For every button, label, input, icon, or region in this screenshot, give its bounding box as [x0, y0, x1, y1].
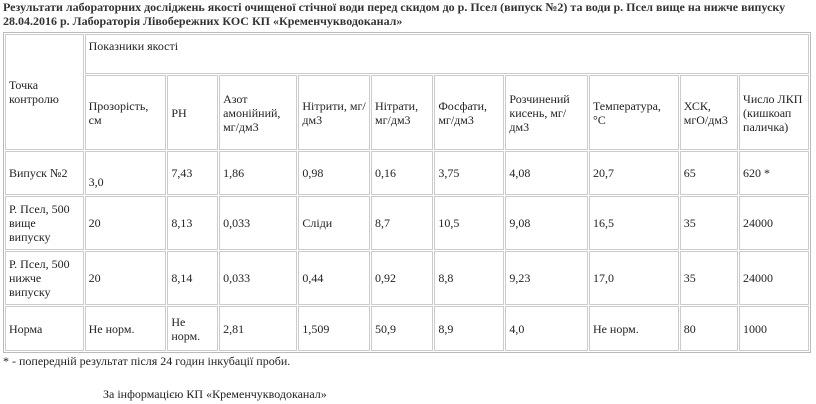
data-row: Р. Псел, 500 нижче випуску 20 8,14 0,033 0,4… [5, 251, 809, 305]
row-label: Випуск №2 [5, 151, 84, 195]
cell: 20 [84, 196, 167, 250]
column-header: Азот амонійний, мг/дм3 [219, 75, 298, 150]
group-header: Показники якості [84, 34, 809, 74]
title: Результати лабораторних досліджень якост… [3, 0, 786, 28]
header-row: Точка контролю Показники якості [5, 34, 809, 150]
cell: 1,86 [219, 151, 298, 195]
cell: Не норм. [167, 306, 219, 351]
cell: 0,033 [219, 196, 298, 250]
row-label: Р. Псел, 500 вище випуску [5, 196, 84, 250]
cell: 8,13 [167, 196, 219, 250]
cell: 16,5 [588, 196, 679, 250]
column-header: Прозорість, см [84, 75, 167, 150]
cell: 10,5 [434, 196, 505, 250]
cell: 24000 [739, 251, 809, 305]
data-table: Точка контролю Показники якості Прозорість… [3, 32, 811, 353]
column-header: ХСК, мгО/дм3 [679, 75, 739, 150]
source: За інформацією КП «Кременчукводоканал» [103, 387, 327, 401]
cell: 0,44 [298, 251, 370, 305]
cell: Не норм. [84, 306, 167, 351]
data-row: Р. Псел, 500 вище випуску 20 8,13 0,033 Слід… [5, 196, 809, 250]
column-header: PH [167, 75, 219, 150]
cell: 1,509 [298, 306, 370, 351]
cell: 65 [679, 151, 739, 195]
cell: 7,43 [167, 151, 219, 195]
cell: 8,14 [167, 251, 219, 305]
row-label: Норма [5, 306, 84, 351]
cell: 8,9 [434, 306, 505, 351]
cell: 3,0 [84, 151, 167, 195]
column-header: Нітрати, мг/дм3 [371, 75, 434, 150]
cell: 35 [679, 251, 739, 305]
column-header: Число ЛКП (кишкоап паличка) [739, 75, 809, 150]
cell: 4,08 [505, 151, 588, 195]
column-header: Температура, °С [588, 75, 679, 150]
row-label: Р. Псел, 500 нижче випуску [5, 251, 84, 305]
table-body: Точка контролю Показники якості Прозорість… [5, 34, 809, 351]
cell: 0,16 [371, 151, 434, 195]
cell: 35 [679, 196, 739, 250]
cell: 0,92 [371, 251, 434, 305]
cell: 9,23 [505, 251, 588, 305]
cell: 50,9 [371, 306, 434, 351]
cell: 8,8 [434, 251, 505, 305]
data-row: Норма Не норм. Не норм. 2,81 1,509 50,9 8,9 4,0… [5, 306, 809, 351]
cell: 8,7 [371, 196, 434, 250]
row-header: Точка контролю [5, 34, 84, 150]
column-header: Розчинений кисень, мг/дм3 [505, 75, 588, 150]
cell: 2,81 [219, 306, 298, 351]
cell: 620 * [739, 151, 809, 195]
cell: 1000 [739, 306, 809, 351]
header-row: Прозорість, см PH Азот амонійний, мг/дм3 Ні… [5, 75, 809, 150]
column-header: Фосфати, мг/дм3 [434, 75, 505, 150]
cell: 20,7 [588, 151, 679, 195]
cell: Не норм. [588, 306, 679, 351]
data-row: Випуск №2 3,0 7,43 1,86 0,98 0,16 3,75 4,08 20,7… [5, 151, 809, 195]
cell: 0,033 [219, 251, 298, 305]
cell: 20 [84, 251, 167, 305]
footnote: * - попередній результат після 24 годин … [3, 354, 291, 368]
cell: 24000 [739, 196, 809, 250]
cell: 17,0 [588, 251, 679, 305]
cell: 0,98 [298, 151, 370, 195]
cell: 80 [679, 306, 739, 351]
cell: Сліди [298, 196, 370, 250]
cell: 9,08 [505, 196, 588, 250]
column-header: Нітрити, мг/дм3 [298, 75, 370, 150]
cell: 4,0 [505, 306, 588, 351]
cell: 3,75 [434, 151, 505, 195]
